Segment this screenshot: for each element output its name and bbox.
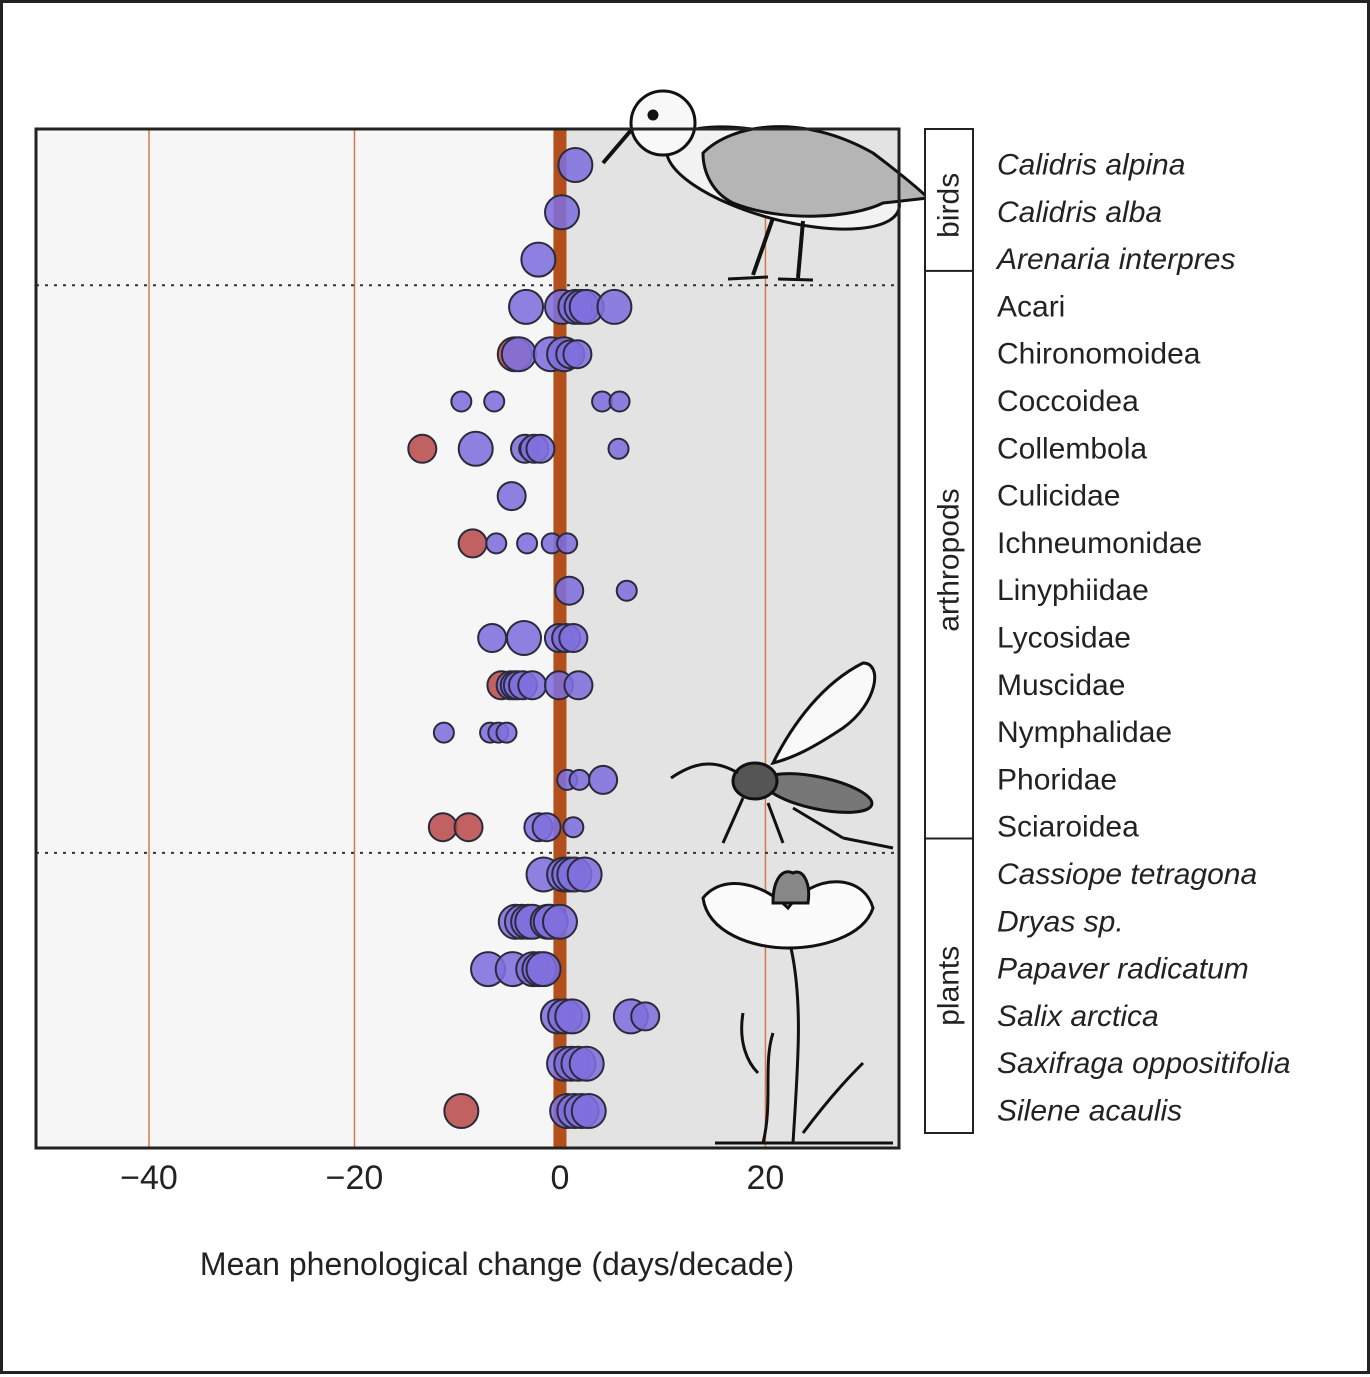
- data-point: [568, 768, 591, 791]
- x-tick-label: 20: [747, 1159, 785, 1197]
- taxon-label: Coccoidea: [997, 385, 1139, 418]
- data-point: [516, 532, 539, 555]
- phenology-chart: −40 −20 0 20 Mean phenological change (days…: [34, 89, 1291, 1282]
- plot-background: [36, 129, 899, 1148]
- group-label: arthropods: [933, 488, 966, 631]
- x-tick-label: −20: [326, 1159, 384, 1197]
- data-point: [453, 812, 484, 843]
- data-point: [556, 532, 579, 555]
- data-point: [500, 336, 537, 373]
- group-bracket: [924, 269, 974, 851]
- data-point: [570, 1093, 607, 1129]
- data-point: [495, 721, 518, 744]
- data-point: [563, 670, 594, 701]
- data-point: [541, 903, 578, 940]
- data-point: [485, 532, 508, 555]
- insect-illustration: [670, 661, 894, 850]
- group-bracket: [924, 837, 974, 1134]
- data-point: [531, 812, 562, 843]
- flower-illustration: [701, 870, 893, 1145]
- taxon-label: Phoridae: [997, 763, 1117, 796]
- taxon-label: Calidris alpina: [997, 149, 1185, 182]
- data-point: [443, 1093, 480, 1129]
- taxon-label: Silene acaulis: [997, 1095, 1182, 1128]
- data-point: [457, 430, 494, 467]
- taxon-label: Muscidae: [997, 669, 1125, 702]
- taxon-label: Papaver radicatum: [997, 953, 1249, 986]
- data-point: [588, 764, 619, 795]
- taxon-label: Chironomoidea: [997, 338, 1201, 371]
- taxon-label: Culicidae: [997, 480, 1120, 513]
- taxon-label: Ichneumonidae: [997, 527, 1202, 560]
- x-axis-tick-labels: −40 −20 0 20: [120, 1159, 784, 1197]
- data-point: [568, 1045, 605, 1082]
- taxon-labels: Calidris alpina Calidris alba Arenaria int…: [995, 149, 1291, 1128]
- x-tick-label: 0: [551, 1159, 570, 1197]
- taxon-label: Dryas sp.: [997, 905, 1124, 938]
- taxon-label: Arenaria interpres: [995, 243, 1235, 276]
- data-point: [630, 1001, 661, 1032]
- taxon-label: Salix arctica: [997, 1000, 1159, 1033]
- taxon-label: Linyphiidae: [997, 574, 1149, 607]
- data-point: [496, 481, 527, 512]
- data-point: [525, 433, 556, 464]
- data-points: [407, 147, 661, 1129]
- data-point: [432, 721, 455, 744]
- group-brackets: birds arthropods plants: [924, 128, 974, 1134]
- data-point: [450, 390, 473, 413]
- taxon-label: Nymphalidae: [997, 716, 1172, 749]
- data-point: [554, 998, 591, 1035]
- taxon-label: Lycosidae: [997, 622, 1131, 655]
- taxon-label: Acari: [997, 290, 1065, 323]
- data-point: [596, 288, 633, 325]
- data-point: [607, 437, 630, 460]
- x-axis-label: Mean phenological change (days/decade): [200, 1246, 794, 1282]
- data-point: [615, 579, 638, 602]
- data-point: [558, 623, 589, 653]
- data-point: [517, 670, 548, 701]
- illustrations: [601, 89, 932, 1145]
- data-point: [557, 147, 594, 183]
- x-tick-label: −40: [120, 1159, 178, 1197]
- data-point: [477, 623, 508, 653]
- data-point: [506, 620, 543, 656]
- taxon-label: Cassiope tetragona: [997, 858, 1257, 891]
- grid-lines: [148, 129, 767, 1148]
- group-label: plants: [933, 946, 966, 1026]
- data-point: [562, 816, 585, 839]
- taxon-label: Collembola: [997, 432, 1147, 465]
- data-point: [544, 194, 581, 231]
- data-point: [562, 339, 593, 370]
- data-point: [483, 390, 506, 413]
- data-point: [427, 812, 458, 843]
- taxon-label: Calidris alba: [997, 196, 1162, 229]
- data-point: [457, 528, 488, 559]
- data-point: [608, 390, 631, 413]
- group-bracket: [924, 128, 974, 283]
- data-point: [520, 241, 557, 278]
- data-point: [508, 288, 545, 325]
- plot-border: [34, 127, 901, 1150]
- data-point: [407, 433, 438, 464]
- taxon-label: Sciaroidea: [997, 811, 1139, 844]
- data-point: [554, 575, 585, 606]
- group-label: birds: [933, 173, 966, 238]
- data-point: [566, 856, 603, 893]
- data-point: [525, 951, 562, 988]
- plot-area-positive-shade: [559, 129, 899, 1148]
- taxon-label: Saxifraga oppositifolia: [997, 1047, 1291, 1080]
